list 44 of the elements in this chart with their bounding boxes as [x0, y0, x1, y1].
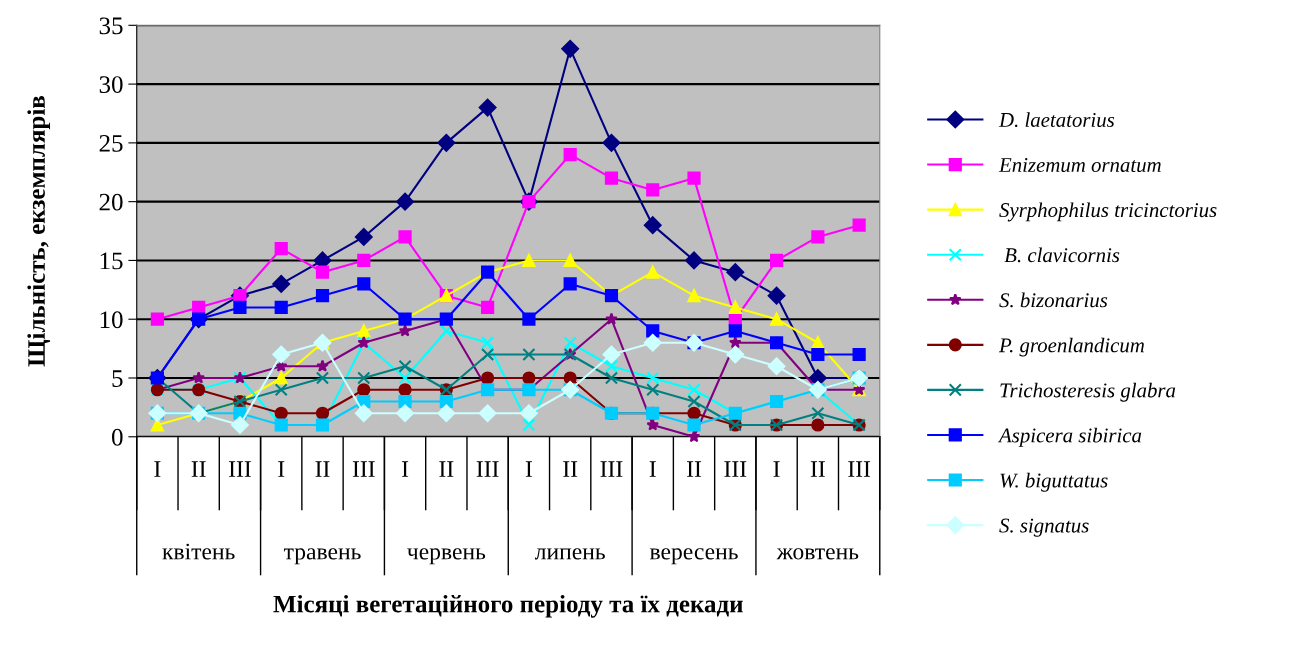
x-tick-label: III — [600, 461, 623, 477]
legend-label: B. clavicornis — [1004, 247, 1120, 263]
text: вересень — [649, 548, 738, 565]
x-tick-label: I — [278, 461, 285, 477]
text: липень — [534, 548, 605, 560]
x-axis-title: Місяці вегетаційного періоду та їх декади — [273, 594, 743, 618]
x-tick-label: III — [352, 461, 375, 477]
legend-label: Syrphophilus tricinctorius — [999, 202, 1217, 222]
legend-label: Enizemum ornatum — [998, 158, 1161, 173]
x-tick-label: III — [476, 461, 499, 477]
y-tick-label: 5 — [112, 370, 123, 387]
y-tick-label: 20 — [99, 193, 123, 211]
x-tick-label: I — [401, 461, 409, 477]
legend-label: S. bizonarius — [999, 292, 1108, 308]
legend-label: Trichosteresis glabra — [1000, 382, 1176, 402]
y-tick-label: 25 — [99, 134, 123, 152]
x-tick-label: III — [724, 461, 747, 477]
x-tick-label: II — [315, 461, 330, 477]
x-tick-label: II — [810, 461, 825, 477]
y-tick-label: 0 — [112, 428, 123, 446]
text: червень — [407, 548, 486, 565]
legend-label: P. groenlandicum — [998, 337, 1144, 357]
y-tick-label: 15 — [100, 252, 123, 270]
legend-label: S. signatus — [999, 518, 1089, 537]
text: квітень — [162, 543, 235, 560]
x-tick-label: III — [229, 461, 251, 477]
text: жовтень — [776, 548, 859, 560]
legend-label: Aspicera sibirica — [997, 427, 1142, 447]
x-tick-label: II — [563, 461, 578, 477]
x-tick-label: I — [154, 461, 161, 477]
x-tick-label: II — [191, 461, 206, 477]
x-tick-label: II — [439, 461, 454, 477]
legend-label: D. laetatorius — [998, 112, 1115, 128]
y-tick-label: 10 — [100, 311, 123, 329]
text: травень — [283, 548, 361, 565]
x-tick-label: II — [687, 461, 702, 477]
x-tick-label: III — [848, 461, 871, 477]
legend-label: W. biguttatus — [1000, 472, 1108, 492]
y-tick-label: 35 — [99, 17, 123, 35]
x-tick-label: I — [773, 461, 780, 477]
y-tick-label: 30 — [99, 76, 123, 94]
x-tick-label: I — [525, 461, 532, 477]
y-axis-title: Щільність, екземплярів — [27, 95, 51, 367]
x-tick-label: I — [649, 461, 656, 477]
